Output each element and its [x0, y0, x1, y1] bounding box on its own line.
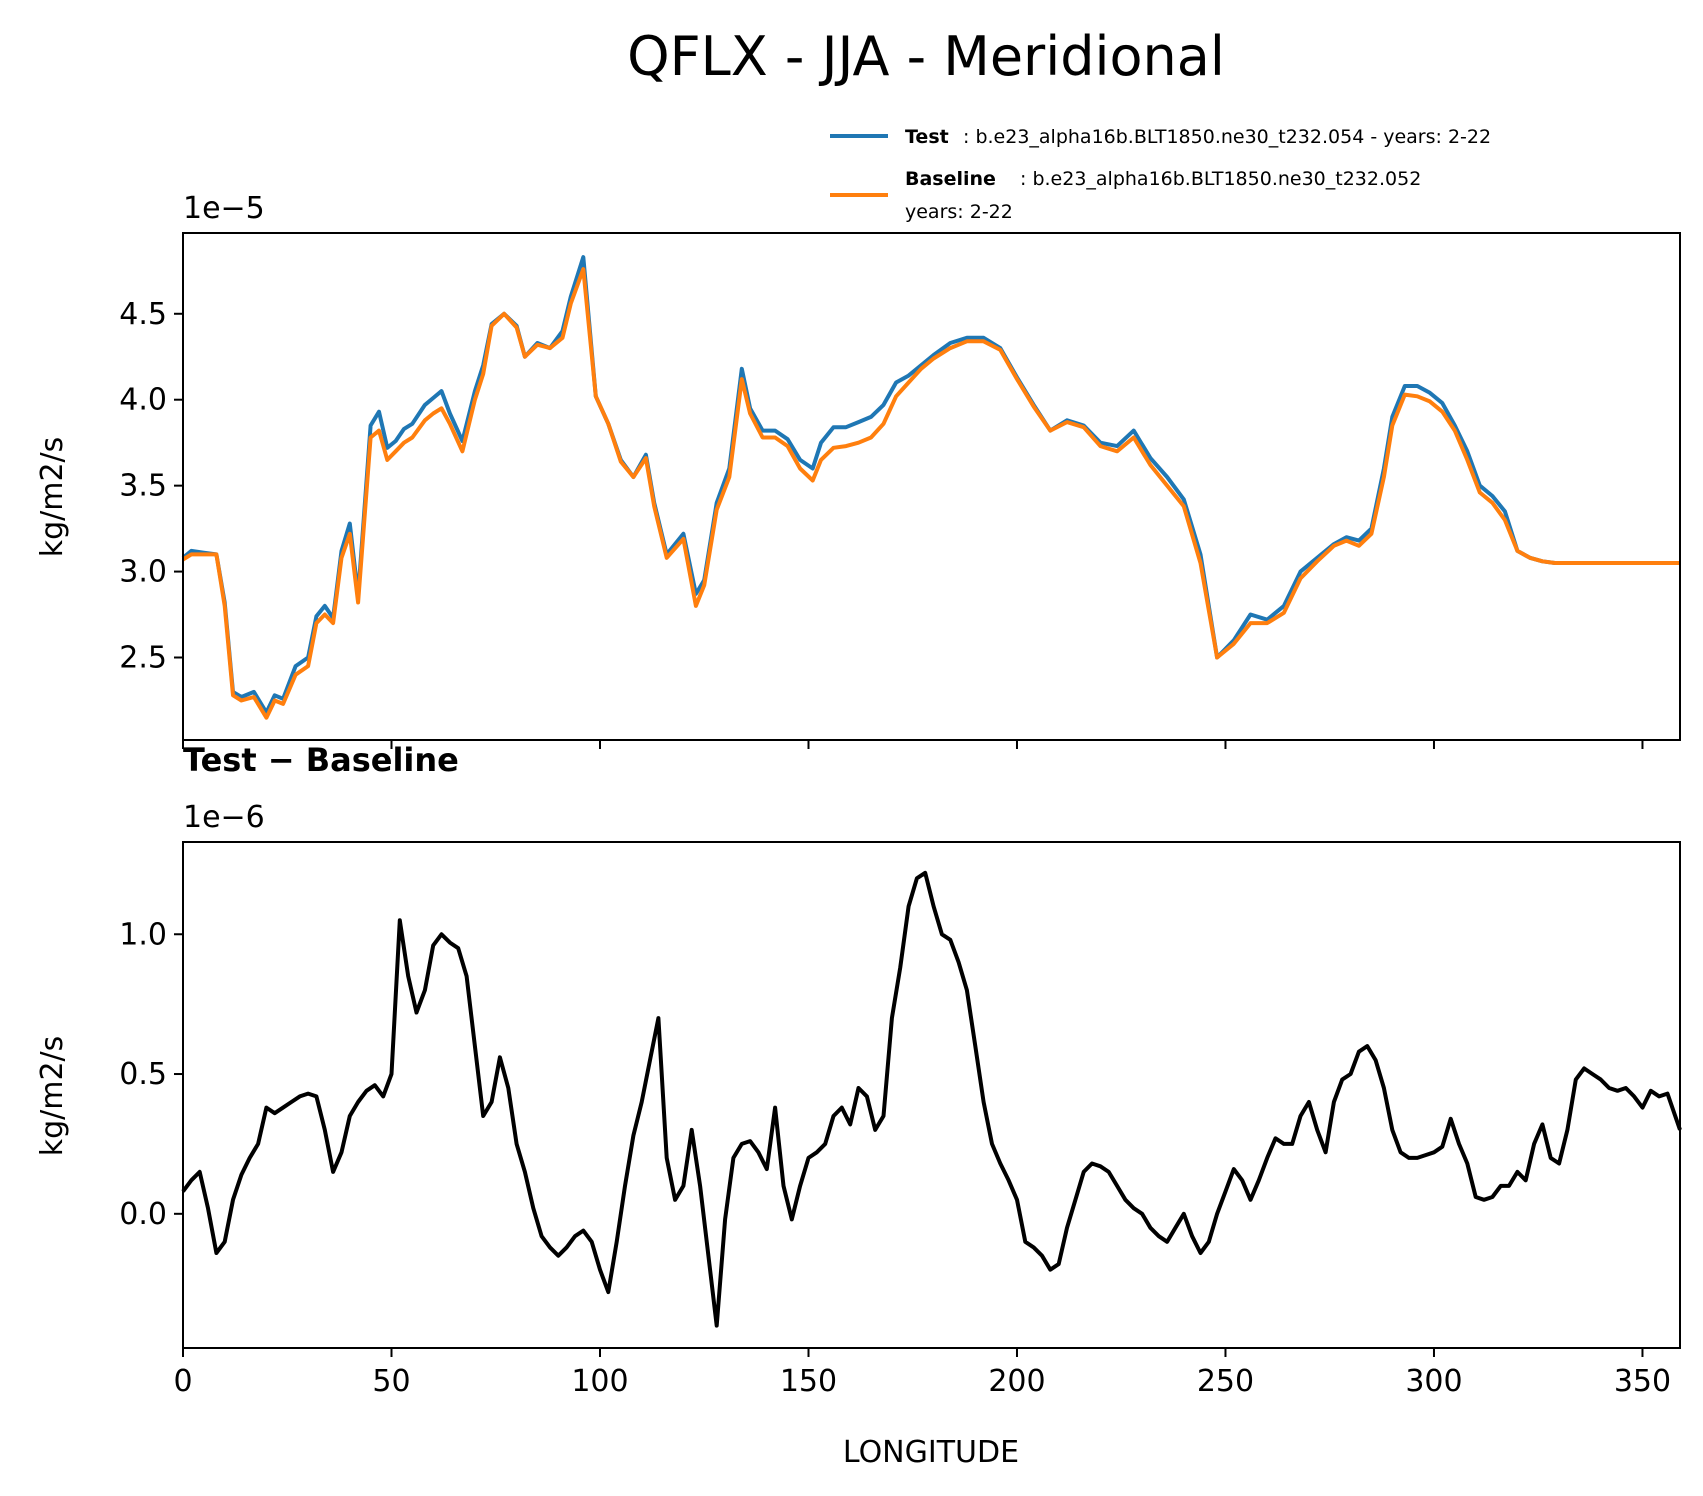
- top-series-line-baseline: [181, 267, 1680, 720]
- bottom-x-ticks: 0 50 100 150 200 250 300 350: [173, 1348, 1671, 1399]
- legend-text-test: : b.e23_alpha16b.BLT1850.ne30_t232.054 -…: [963, 126, 1491, 148]
- bottom-x-tick-label: 250: [1197, 1364, 1254, 1399]
- legend: Test : b.e23_alpha16b.BLT1850.ne30_t232.…: [830, 126, 1491, 223]
- bottom-panel-title: Test − Baseline: [183, 741, 459, 779]
- top-y-ticks: 2.5 3.0 3.5 4.0 4.5: [119, 297, 183, 676]
- top-y-tick-label: 4.5: [119, 297, 167, 332]
- bottom-x-tick-label: 300: [1405, 1364, 1462, 1399]
- top-y-tick-label: 3.0: [119, 555, 167, 590]
- chart-title: QFLX - JJA - Meridional: [627, 25, 1225, 88]
- bottom-series: [181, 870, 1682, 1328]
- bottom-y-tick-label: 1.0: [119, 917, 167, 952]
- top-axes-frame: [182, 232, 1681, 741]
- bottom-y-axis-label: kg/m2/s: [35, 1036, 70, 1157]
- bottom-x-tick-label: 50: [372, 1364, 410, 1399]
- top-y-tick-label: 2.5: [119, 641, 167, 676]
- bottom-x-tick-label: 350: [1614, 1364, 1671, 1399]
- top-y-tick-label: 4.0: [119, 383, 167, 418]
- bottom-y-ticks: 0.0 0.5 1.0: [119, 917, 183, 1232]
- top-y-axis-label: kg/m2/s: [35, 437, 70, 558]
- top-y-scale-label: 1e−5: [183, 191, 265, 226]
- legend-label-baseline: Baseline: [905, 168, 996, 190]
- bottom-panel: Test − Baseline 1e−6 kg/m2/s LONGITUDE 0…: [35, 741, 1682, 1470]
- top-series: [181, 255, 1680, 720]
- bottom-x-tick-label: 200: [988, 1364, 1045, 1399]
- legend-text-baseline: : b.e23_alpha16b.BLT1850.ne30_t232.052: [1020, 168, 1421, 190]
- bottom-axes-frame: [182, 841, 1681, 1349]
- top-panel: 1e−5 kg/m2/s 2.5 3.0 3.5 4.0 4.5: [35, 191, 1681, 749]
- bottom-x-tick-label: 100: [571, 1364, 628, 1399]
- legend-label-test: Test: [905, 126, 949, 148]
- bottom-y-tick-label: 0.0: [119, 1197, 167, 1232]
- bottom-x-axis-label: LONGITUDE: [843, 1435, 1019, 1470]
- top-x-ticks: [182, 740, 1644, 749]
- legend-text-baseline-years: years: 2-22: [905, 201, 1013, 223]
- bottom-x-tick-label: 0: [173, 1364, 192, 1399]
- bottom-x-tick-label: 150: [780, 1364, 837, 1399]
- bottom-y-scale-label: 1e−6: [183, 800, 265, 835]
- top-series-line-test: [181, 255, 1680, 715]
- bottom-series-line-test-baseline: [181, 870, 1682, 1328]
- bottom-y-tick-label: 0.5: [119, 1057, 167, 1092]
- top-y-tick-label: 3.5: [119, 469, 167, 504]
